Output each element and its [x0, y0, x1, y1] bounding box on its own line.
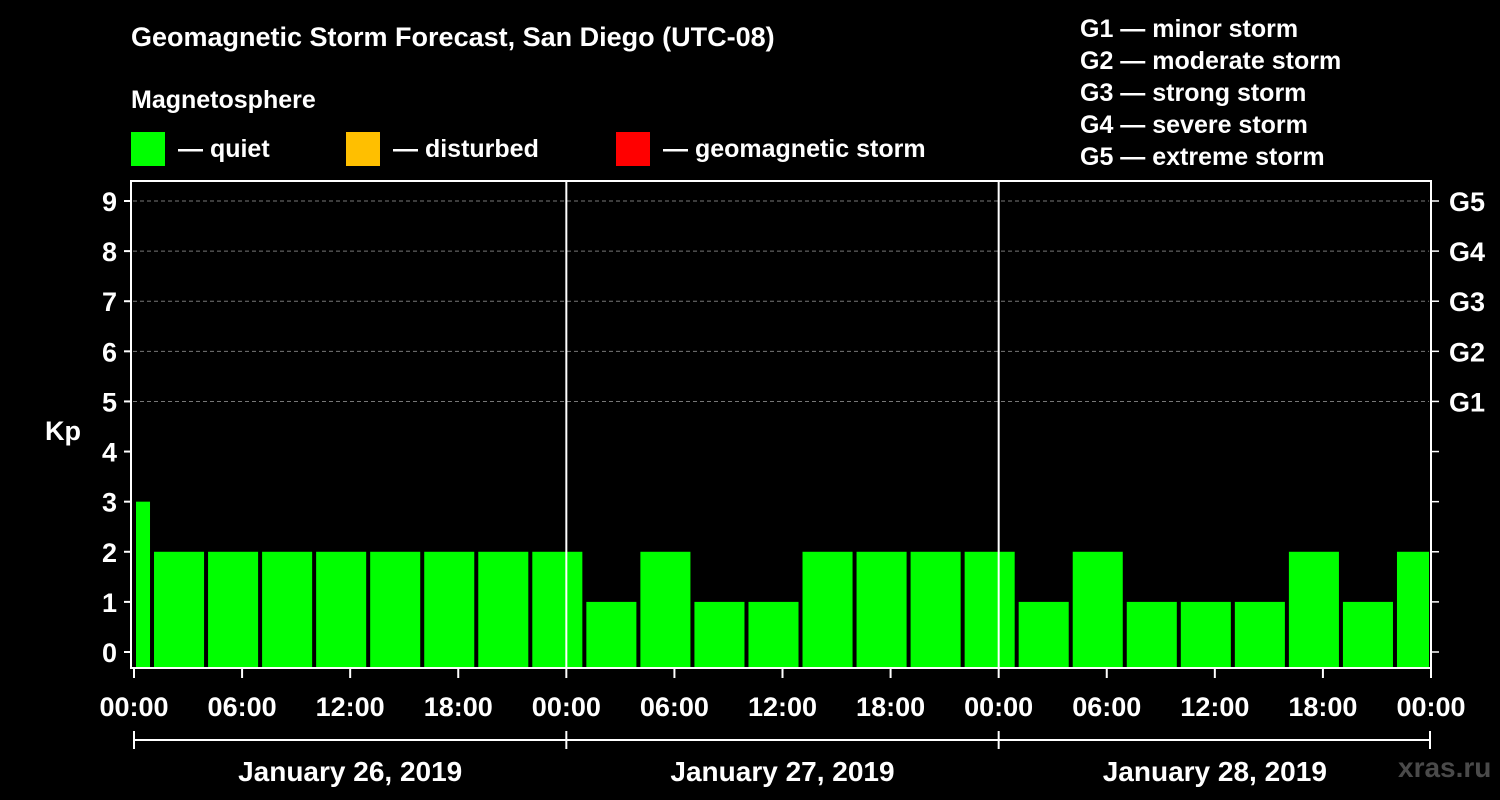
- x-tick-label: 12:00: [1180, 692, 1249, 722]
- kp-bar-7: [478, 551, 529, 668]
- g-level-label: G5: [1449, 187, 1485, 217]
- kp-bar-11: [694, 601, 745, 668]
- x-tick-label: 18:00: [856, 692, 925, 722]
- kp-bar-22: [1288, 551, 1339, 668]
- y-axis-label: Kp: [45, 416, 81, 446]
- y-tick-label: 1: [102, 588, 117, 618]
- legend-item-quiet: — quiet: [131, 131, 270, 167]
- kp-bar-21: [1234, 601, 1285, 668]
- y-tick-label: 0: [102, 638, 117, 668]
- activity-legend: — quiet — disturbed — geomagnetic storm: [0, 131, 1000, 171]
- x-tick-label: 18:00: [1288, 692, 1357, 722]
- y-tick-label: 3: [102, 488, 117, 518]
- kp-bar-20: [1180, 601, 1231, 668]
- kp-bar-6: [424, 551, 475, 668]
- x-tick-label: 00:00: [964, 692, 1033, 722]
- x-tick-label: 12:00: [316, 692, 385, 722]
- kp-bar-1: [154, 551, 205, 668]
- kp-bar-15: [910, 551, 961, 668]
- g-scale-g5: G5 — extreme storm: [1080, 143, 1325, 171]
- legend-label-storm: — geomagnetic storm: [663, 134, 926, 163]
- kp-bar-0: [136, 501, 151, 668]
- g-level-label: G3: [1449, 287, 1485, 317]
- kp-bar-4: [316, 551, 367, 668]
- y-tick-label: 8: [102, 237, 117, 267]
- kp-bar-5: [370, 551, 421, 668]
- legend-label-quiet: — quiet: [178, 134, 270, 163]
- kp-bar-24: [1396, 551, 1429, 668]
- kp-bar-13: [802, 551, 853, 668]
- day-label: January 27, 2019: [670, 756, 894, 787]
- x-tick-label: 06:00: [1072, 692, 1141, 722]
- x-tick-label: 00:00: [532, 692, 601, 722]
- kp-bar-18: [1072, 551, 1123, 668]
- y-tick-label: 5: [102, 387, 117, 417]
- g-scale-g4: G4 — severe storm: [1080, 111, 1308, 139]
- kp-bar-8: [532, 551, 583, 668]
- kp-bar-2: [208, 551, 259, 668]
- legend-item-disturbed: — disturbed: [346, 131, 539, 167]
- quiet-swatch: [131, 132, 165, 166]
- g-level-label: G1: [1449, 387, 1485, 417]
- g-scale-g3: G3 — strong storm: [1080, 79, 1307, 107]
- kp-bar-12: [748, 601, 799, 668]
- disturbed-swatch: [346, 132, 380, 166]
- y-tick-label: 2: [102, 538, 117, 568]
- kp-bar-19: [1126, 601, 1177, 668]
- kp-bar-16: [964, 551, 1015, 668]
- x-tick-label: 00:00: [1396, 692, 1465, 722]
- legend-label-disturbed: — disturbed: [393, 134, 539, 163]
- g-scale-g2: G2 — moderate storm: [1080, 47, 1342, 75]
- g-scale-legend: G1 — minor storm G2 — moderate storm G3 …: [1080, 13, 1341, 173]
- kp-bar-23: [1342, 601, 1393, 668]
- day-label: January 28, 2019: [1103, 756, 1327, 787]
- chart-subtitle: Magnetosphere: [131, 86, 316, 114]
- kp-bar-10: [640, 551, 691, 668]
- legend-item-storm: — geomagnetic storm: [616, 131, 926, 167]
- kp-bar-9: [586, 601, 637, 668]
- chart-title: Geomagnetic Storm Forecast, San Diego (U…: [131, 22, 775, 52]
- kp-bar-17: [1018, 601, 1069, 668]
- y-tick-label: 7: [102, 287, 117, 317]
- kp-bar-3: [262, 551, 313, 668]
- g-level-label: G4: [1449, 237, 1485, 267]
- x-tick-label: 12:00: [748, 692, 817, 722]
- x-tick-label: 06:00: [640, 692, 709, 722]
- watermark: xras.ru: [1398, 752, 1492, 783]
- x-tick-label: 06:00: [208, 692, 277, 722]
- day-label: January 26, 2019: [238, 756, 462, 787]
- g-scale-g1: G1 — minor storm: [1080, 15, 1299, 43]
- plot-frame: [130, 180, 1432, 669]
- kp-bar-14: [856, 551, 907, 668]
- storm-swatch: [616, 132, 650, 166]
- y-tick-label: 4: [102, 438, 117, 468]
- x-tick-label: 18:00: [424, 692, 493, 722]
- x-tick-label: 00:00: [99, 692, 168, 722]
- y-tick-label: 9: [102, 187, 117, 217]
- y-tick-label: 6: [102, 337, 117, 367]
- g-level-label: G2: [1449, 337, 1485, 367]
